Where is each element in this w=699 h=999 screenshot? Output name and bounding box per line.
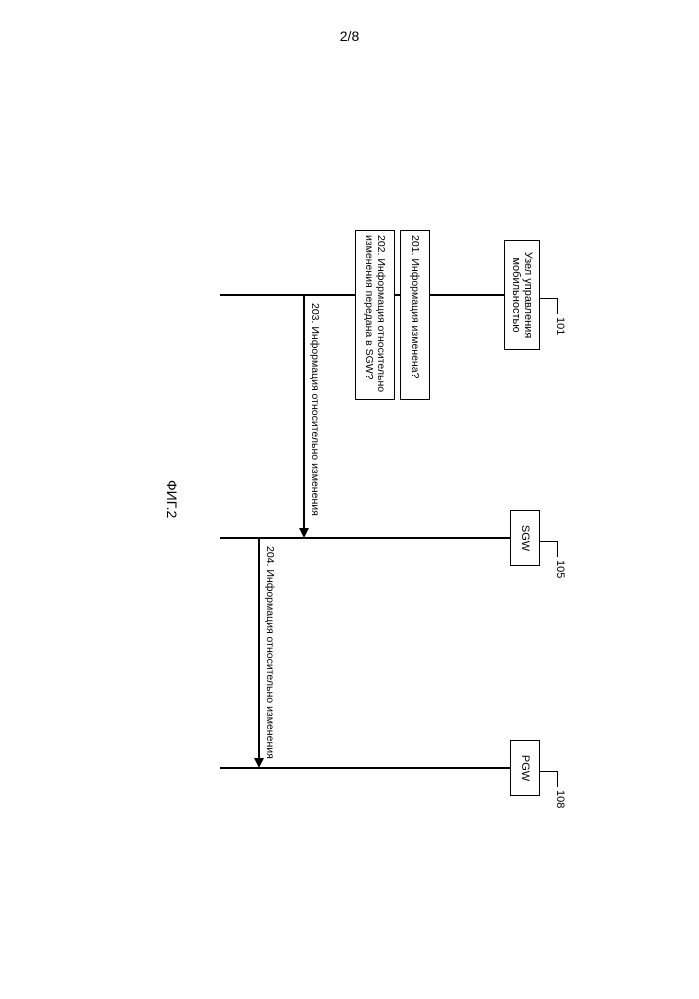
process-p201: 201. Информация изменена? [400, 230, 430, 400]
arrowhead-a203 [299, 528, 309, 538]
message-a204 [259, 538, 261, 760]
figure-caption: ФИГ.2 [164, 480, 180, 518]
ref-label-105: 105 [554, 560, 566, 578]
lifeline-105 [220, 537, 510, 539]
arrowhead-a204 [254, 758, 264, 768]
ref-label-101: 101 [554, 317, 566, 335]
node-108: PGW [510, 740, 540, 796]
message-label-a203: 203. Информация относительно изменения [309, 303, 321, 516]
node-105: SGW [510, 510, 540, 566]
message-label-a204: 204. Информация относительно изменения [264, 546, 276, 759]
sequence-diagram: Узел управления мобильностью101SGW105PGW… [40, 280, 660, 740]
process-p202: 202. Информация относительно изменения п… [355, 230, 395, 400]
message-a203 [304, 295, 306, 530]
node-101: Узел управления мобильностью [504, 240, 540, 350]
ref-label-108: 108 [554, 790, 566, 808]
page-number: 2/8 [0, 28, 699, 44]
